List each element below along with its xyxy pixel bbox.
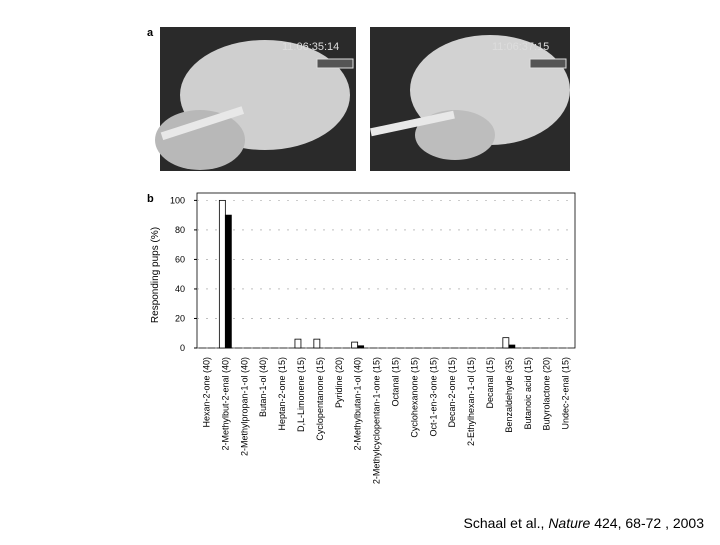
bar bbox=[508, 344, 516, 349]
x-tick-label: 2-Methylcyclopentan-1-one (15) bbox=[372, 357, 382, 484]
x-tick-label: D,L-Limonene (15) bbox=[296, 357, 306, 432]
panel-label: a bbox=[147, 27, 154, 39]
y-tick-label: 100 bbox=[170, 195, 185, 205]
citation: Schaal et al., Nature 424, 68-72 , 2003 bbox=[463, 515, 704, 531]
bar bbox=[224, 214, 232, 349]
bar bbox=[313, 338, 321, 349]
x-tick-label: Octanal (15) bbox=[390, 357, 400, 407]
panel-label: b bbox=[147, 193, 154, 205]
y-tick-label: 0 bbox=[180, 343, 185, 353]
x-tick-label: Decan-2-one (15) bbox=[447, 357, 457, 428]
x-tick-label: 2-Ethylhexan-1-ol (15) bbox=[466, 357, 476, 446]
x-tick-label: Benzaldehyde (35) bbox=[504, 357, 514, 433]
citation-journal: Nature bbox=[548, 515, 590, 531]
x-tick-label: 2-Methylbut-2-enal (40) bbox=[220, 357, 230, 451]
bar bbox=[294, 338, 302, 349]
photo: 11:06:35:14 bbox=[155, 27, 356, 171]
x-tick-label: Hexan-2-one (40) bbox=[201, 357, 211, 428]
y-tick-label: 80 bbox=[175, 225, 185, 235]
photo: 11:06:37:15 bbox=[370, 27, 570, 171]
timestamp: 11:06:37:15 bbox=[492, 41, 549, 53]
timestamp: 11:06:35:14 bbox=[282, 41, 339, 53]
bar bbox=[502, 337, 510, 349]
x-tick-label: Butan-1-ol (40) bbox=[258, 357, 268, 417]
y-tick-label: 20 bbox=[175, 313, 185, 323]
x-tick-label: Pyridine (20) bbox=[334, 357, 344, 408]
x-tick-label: Cyclohexanone (15) bbox=[409, 357, 419, 438]
y-tick-label: 40 bbox=[175, 284, 185, 294]
x-tick-label: Heptan-2-one (15) bbox=[277, 357, 287, 431]
bar-chart: 0 20 40 60 80 100 Hexan-2-one (40) 2-Methylbut-… bbox=[170, 192, 576, 484]
citation-authors: Schaal et al., bbox=[463, 515, 548, 531]
bar bbox=[357, 345, 365, 349]
citation-details: 424, 68-72 , 2003 bbox=[590, 515, 704, 531]
x-tick-label: Butanoic acid (15) bbox=[523, 357, 533, 430]
y-axis-label: Responding pups (%) bbox=[150, 227, 161, 323]
bar bbox=[351, 341, 359, 349]
bar bbox=[218, 199, 226, 349]
x-tick-label: Cyclopentanone (15) bbox=[315, 357, 325, 441]
x-tick-label: 2-Methylbutan-1-ol (40) bbox=[353, 357, 363, 451]
x-tick-label: Undec-2-enal (15) bbox=[561, 357, 571, 430]
y-tick-label: 60 bbox=[175, 254, 185, 264]
x-tick-label: Butyrolactone (20) bbox=[542, 357, 552, 431]
x-tick-label: Decanal (15) bbox=[485, 357, 495, 409]
x-tick-label: 2-Methylpropan-1-ol (40) bbox=[239, 357, 249, 456]
x-tick-label: Oct-1-en-3-one (15) bbox=[428, 357, 438, 437]
plot-frame bbox=[196, 192, 576, 349]
